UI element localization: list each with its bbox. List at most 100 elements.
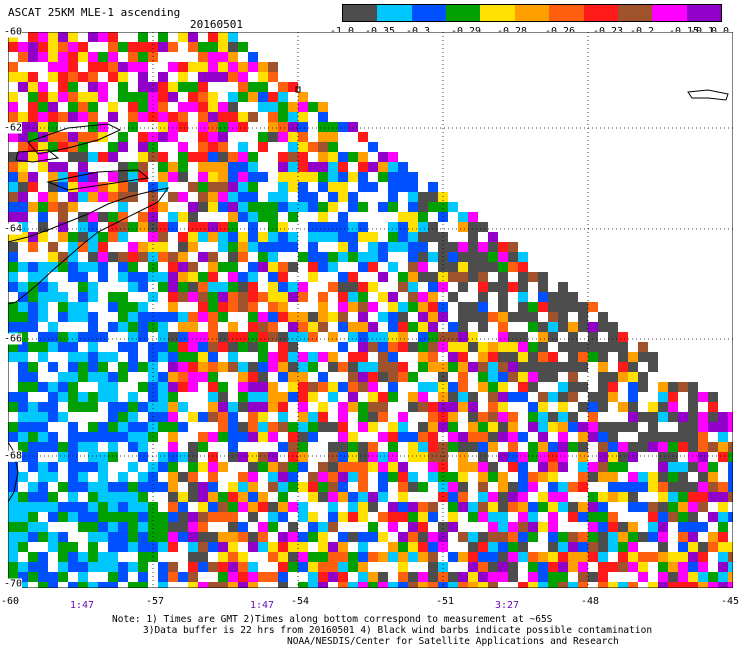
wind-cell <box>338 192 348 202</box>
wind-cell <box>128 352 138 362</box>
wind-cell <box>308 522 318 532</box>
wind-cell <box>88 312 98 322</box>
wind-cell <box>388 172 398 182</box>
footnote-line: NOAA/NESDIS/Center for Satellite Applica… <box>287 636 619 647</box>
wind-cell <box>118 312 128 322</box>
wind-cell <box>8 492 18 502</box>
wind-cell <box>368 552 378 562</box>
wind-cell <box>578 562 588 572</box>
wind-cell <box>128 322 138 332</box>
wind-cell <box>558 442 568 452</box>
wind-cell <box>158 92 168 102</box>
wind-cell <box>68 272 78 282</box>
wind-cell <box>328 162 338 172</box>
wind-cell <box>248 242 258 252</box>
wind-cell <box>708 532 718 542</box>
wind-cell <box>48 102 58 112</box>
wind-cell <box>68 482 78 492</box>
wind-cell <box>588 302 598 312</box>
wind-cell <box>378 432 388 442</box>
wind-cell <box>418 322 428 332</box>
wind-cell <box>688 582 698 588</box>
wind-cell <box>688 572 698 582</box>
wind-cell <box>258 412 268 422</box>
wind-cell <box>268 472 278 482</box>
wind-cell <box>348 232 358 242</box>
wind-cell <box>108 212 118 222</box>
wind-cell <box>538 342 548 352</box>
wind-cell <box>248 562 258 572</box>
wind-cell <box>68 382 78 392</box>
wind-cell <box>188 572 198 582</box>
wind-cell <box>328 572 338 582</box>
wind-cell <box>348 552 358 562</box>
wind-cell <box>718 552 728 562</box>
wind-cell <box>428 542 438 552</box>
wind-cell <box>538 292 548 302</box>
wind-cell <box>278 542 288 552</box>
wind-cell <box>428 432 438 442</box>
wind-cell <box>498 492 508 502</box>
wind-cell <box>208 102 218 112</box>
color-swatch <box>549 5 584 21</box>
wind-cell <box>578 462 588 472</box>
wind-cell <box>688 532 698 542</box>
wind-cell <box>428 562 438 572</box>
wind-cell <box>188 522 198 532</box>
wind-cell <box>178 492 188 502</box>
wind-cell <box>48 182 58 192</box>
wind-cell <box>178 152 188 162</box>
wind-cell <box>658 472 668 482</box>
wind-cell <box>478 442 488 452</box>
wind-cell <box>168 222 178 232</box>
wind-cell <box>118 172 128 182</box>
wind-cell <box>198 442 208 452</box>
wind-cell <box>228 52 238 62</box>
wind-cell <box>368 362 378 372</box>
wind-cell <box>408 342 418 352</box>
wind-cell <box>228 162 238 172</box>
wind-cell <box>138 482 148 492</box>
wind-cell <box>598 432 608 442</box>
wind-cell <box>18 532 28 542</box>
wind-cell <box>238 272 248 282</box>
wind-cell <box>8 112 18 122</box>
wind-cell <box>168 492 178 502</box>
wind-cell <box>538 412 548 422</box>
wind-cell <box>628 472 638 482</box>
wind-cell <box>88 362 98 372</box>
wind-cell <box>718 442 728 452</box>
wind-cell <box>538 562 548 572</box>
wind-cell <box>158 542 168 552</box>
wind-cell <box>258 72 268 82</box>
wind-cell <box>118 162 128 172</box>
wind-cell <box>448 472 458 482</box>
wind-cell <box>128 392 138 402</box>
wind-cell <box>498 322 508 332</box>
wind-cell <box>198 102 208 112</box>
wind-cell <box>28 422 38 432</box>
wind-cell <box>458 252 468 262</box>
wind-cell <box>118 422 128 432</box>
wind-cell <box>118 132 128 142</box>
wind-cell <box>378 452 388 462</box>
wind-cell <box>378 312 388 322</box>
wind-cell <box>98 372 108 382</box>
time-label: 1:47 <box>249 600 275 611</box>
wind-cell <box>198 202 208 212</box>
wind-cell <box>508 332 518 342</box>
wind-cell <box>128 482 138 492</box>
wind-cell <box>508 252 518 262</box>
wind-cell <box>88 192 98 202</box>
wind-cell <box>38 412 48 422</box>
wind-cell <box>258 452 268 462</box>
wind-cell <box>278 352 288 362</box>
wind-cell <box>398 372 408 382</box>
wind-cell <box>498 572 508 582</box>
wind-cell <box>208 152 218 162</box>
wind-cell <box>388 242 398 252</box>
wind-cell <box>478 312 488 322</box>
wind-cell <box>318 222 328 232</box>
wind-cell <box>328 492 338 502</box>
wind-cell <box>258 352 268 362</box>
